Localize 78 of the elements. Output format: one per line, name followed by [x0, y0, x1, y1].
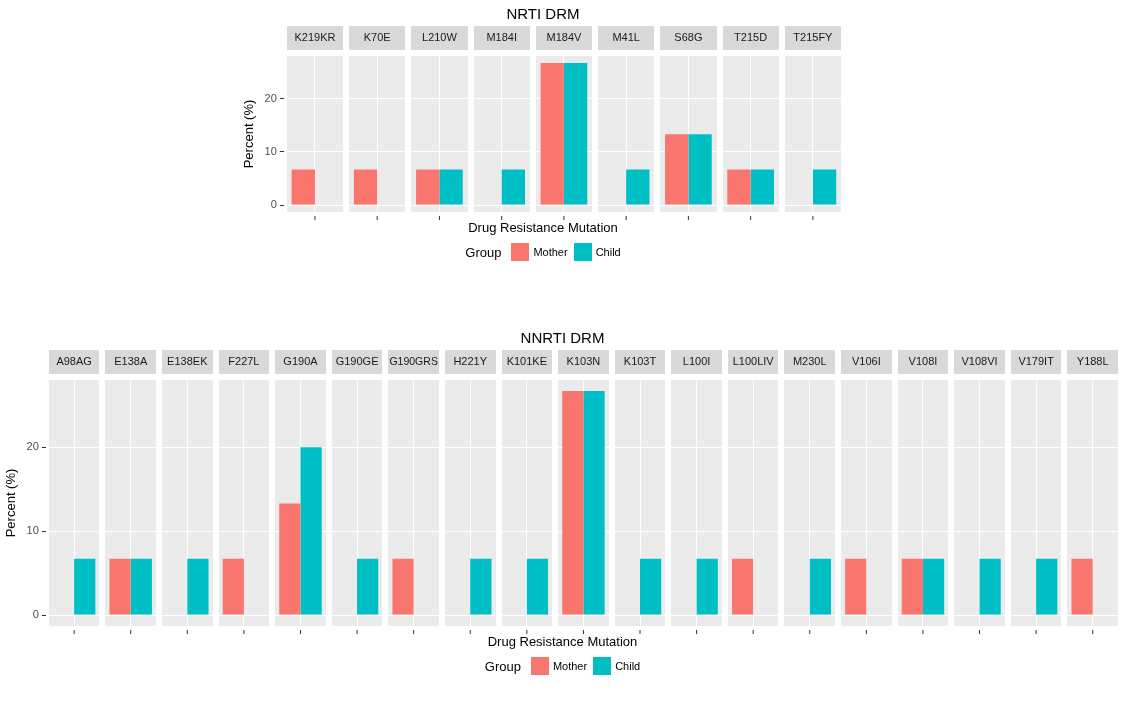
bar	[640, 558, 662, 615]
category-label: L100I	[682, 355, 711, 368]
bar	[922, 558, 945, 615]
bar	[979, 558, 1001, 615]
category-label: E138A	[114, 355, 148, 368]
category-label: H221Y	[453, 355, 488, 368]
bar	[109, 558, 131, 615]
bar	[392, 558, 414, 615]
bar	[901, 558, 923, 615]
y-tick-label: 20	[264, 91, 277, 104]
y-tick-label: 0	[32, 608, 39, 621]
bar	[291, 169, 315, 205]
bar	[526, 558, 549, 615]
category-label: M184V	[546, 31, 582, 44]
bar	[470, 558, 492, 615]
bar	[416, 169, 440, 205]
y-tick-label: 20	[26, 440, 39, 453]
category-label: T215FY	[793, 31, 833, 44]
bar	[300, 447, 322, 615]
y-axis-title: Percent (%)	[241, 99, 257, 169]
bar	[731, 558, 754, 615]
bar	[130, 558, 152, 615]
legend-label: Child	[615, 660, 641, 672]
category-label: G190GE	[335, 355, 379, 368]
category-label: V108I	[908, 355, 938, 368]
category-label: V108VI	[961, 355, 998, 368]
bar	[501, 169, 526, 205]
bar	[750, 169, 774, 205]
bar	[626, 169, 650, 205]
category-label: Y188L	[1076, 355, 1109, 368]
category-label: M41L	[612, 31, 640, 44]
legend-title: Group	[484, 658, 521, 674]
bar	[809, 558, 831, 615]
category-label: V106I	[851, 355, 881, 368]
bar	[353, 169, 378, 205]
category-label: G190GRS	[389, 354, 438, 368]
category-label: V179IT	[1018, 355, 1054, 368]
category-label: M230L	[792, 355, 827, 368]
bar	[439, 169, 463, 205]
bar	[187, 558, 209, 615]
bar	[696, 558, 718, 615]
bar	[1071, 558, 1093, 615]
bar	[357, 558, 379, 615]
category-label: G190A	[283, 355, 318, 368]
legend-label: Child	[595, 246, 621, 258]
category-label: K103N	[566, 355, 601, 368]
bar	[279, 503, 301, 615]
bar	[665, 134, 689, 205]
category-label: F227L	[228, 355, 260, 368]
bar	[74, 558, 96, 615]
bar	[688, 134, 712, 205]
y-tick-label: 0	[270, 198, 277, 211]
chart-title: NRTI DRM	[505, 4, 581, 24]
category-label: M184I	[486, 31, 517, 44]
category-label: A98AG	[56, 355, 92, 368]
legend-title: Group	[465, 244, 502, 260]
legend-label: Mother	[552, 660, 588, 672]
bar	[727, 169, 751, 205]
y-tick-label: 10	[26, 524, 39, 537]
category-label: K70E	[363, 31, 391, 44]
bar	[1036, 558, 1058, 615]
bar	[845, 558, 867, 615]
x-axis-title: Drug Resistance Mutation	[486, 634, 639, 649]
chart-title: NNRTI DRM	[519, 328, 606, 348]
bar	[222, 558, 244, 615]
y-tick-label: 10	[264, 144, 277, 157]
category-label: E138EK	[167, 355, 208, 368]
category-label: K103T	[623, 355, 657, 368]
bar	[812, 169, 837, 205]
category-label: T215D	[734, 31, 768, 44]
legend-label: Mother	[533, 246, 568, 258]
category-label: S68G	[674, 31, 703, 44]
category-label: L100LIV	[732, 355, 774, 368]
x-axis-title: Drug Resistance Mutation	[467, 220, 619, 235]
y-axis-title: Percent (%)	[3, 468, 19, 538]
category-label: K219KR	[294, 31, 336, 44]
category-label: K101KE	[506, 355, 548, 368]
category-label: L210W	[422, 31, 457, 44]
